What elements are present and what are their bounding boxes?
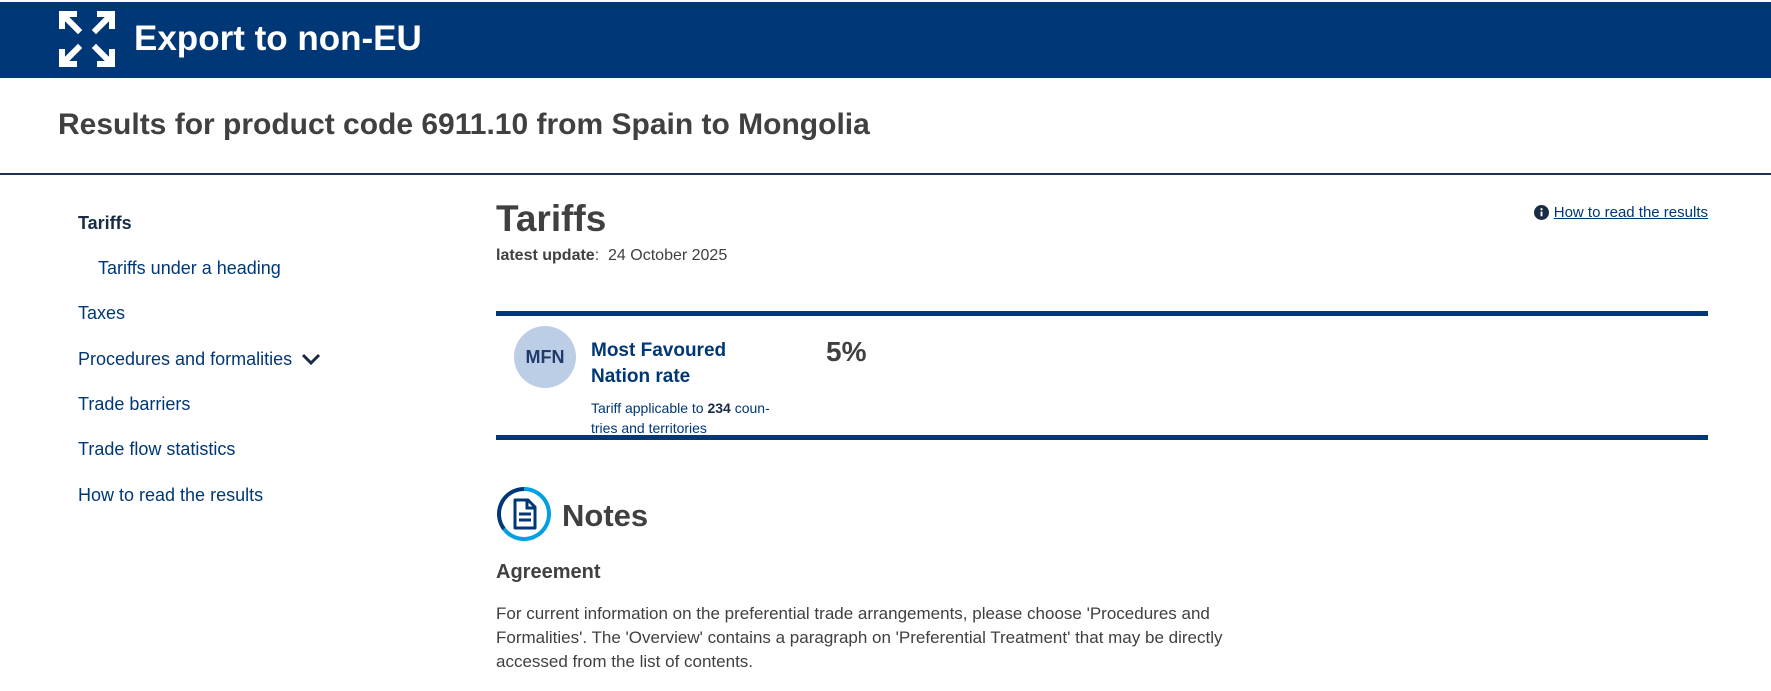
mfn-desc-post: coun­tries and territories [591, 400, 770, 436]
mfn-name: Most Favoured Nation rate [591, 340, 727, 387]
sidebar-item-label: Tariffs under a heading [98, 258, 281, 278]
mfn-desc-pre: Tariff applicable to [591, 400, 708, 416]
sidebar-item-procedures[interactable]: Procedures and formalities [78, 348, 322, 370]
sidebar-item-taxes[interactable]: Taxes [78, 302, 125, 324]
latest-update: latest update: 24 October 2025 [496, 246, 727, 266]
sidebar-item-tariffs-under-heading[interactable]: Tariffs under a heading [98, 257, 281, 279]
site-banner: Export to non-EU [0, 2, 1771, 78]
agreement-heading: Agreement [496, 561, 601, 583]
banner-title: Export to non-EU [134, 19, 422, 58]
agreement-text: For current information on the preferent… [496, 604, 1223, 671]
sidebar-item-label: Taxes [78, 303, 126, 323]
mfn-badge: MFN [514, 326, 576, 388]
sidebar-item-label: Tariffs [78, 213, 132, 233]
mfn-country-count: 234 [707, 400, 731, 416]
sidebar-item-label: Trade flow statistics [78, 439, 236, 459]
chevron-down-icon[interactable] [300, 352, 322, 366]
sidebar-item-trade-flow-statistics[interactable]: Trade flow statistics [78, 438, 235, 460]
sidebar-item-trade-barriers[interactable]: Trade barriers [78, 393, 190, 415]
mfn-rate-card: MFN Most Favoured Nation rate Tariff app… [496, 311, 1708, 440]
section-title: Tariffs [496, 198, 607, 239]
latest-update-separator: : [594, 247, 600, 264]
expand-arrows-icon [58, 10, 116, 68]
sidebar-item-label: Procedures and formalities [78, 349, 293, 369]
page-title: Results for product code 6911.10 from Sp… [58, 108, 870, 141]
sidebar-item-label: Trade barriers [78, 394, 191, 414]
latest-update-label: latest update [496, 247, 595, 264]
how-to-read-link[interactable]: How to read the results [1533, 204, 1708, 221]
info-icon [1533, 205, 1549, 220]
mfn-rate-value: 5% [826, 336, 867, 367]
mfn-description: Tariff applicable to 234 coun­tries and … [591, 398, 781, 438]
sidebar-item-tariffs[interactable]: Tariffs [78, 212, 132, 234]
sidebar-item-how-to-read[interactable]: How to read the results [78, 484, 263, 506]
sidebar-item-label: How to read the results [78, 485, 264, 505]
notes-title: Notes [562, 498, 649, 533]
document-icon [497, 487, 551, 541]
header-divider [0, 173, 1771, 175]
latest-update-date: 24 October 2025 [608, 247, 728, 264]
how-to-read-link-label[interactable]: How to read the results [1553, 204, 1708, 221]
